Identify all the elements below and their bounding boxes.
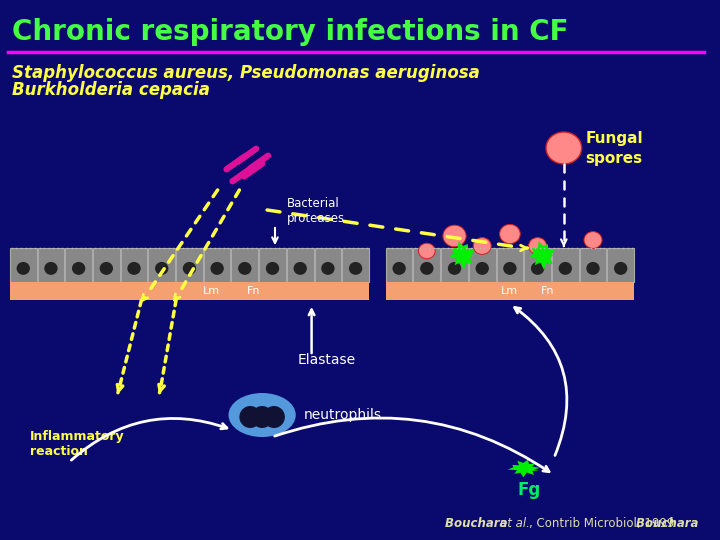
Ellipse shape <box>294 262 307 275</box>
Bar <box>93 248 120 282</box>
Text: Fn: Fn <box>541 286 554 296</box>
Bar <box>386 248 413 282</box>
Ellipse shape <box>473 238 491 254</box>
Ellipse shape <box>475 262 489 275</box>
Text: Lm: Lm <box>501 286 518 296</box>
Ellipse shape <box>210 262 224 275</box>
Text: Lm: Lm <box>202 286 220 296</box>
Ellipse shape <box>263 406 285 428</box>
Text: Fn: Fn <box>247 286 261 296</box>
Ellipse shape <box>349 262 362 275</box>
Ellipse shape <box>239 406 261 428</box>
Ellipse shape <box>584 232 602 248</box>
Polygon shape <box>449 241 474 270</box>
Ellipse shape <box>586 262 600 275</box>
Ellipse shape <box>183 262 196 275</box>
Ellipse shape <box>528 238 546 254</box>
Bar <box>524 248 551 282</box>
Bar <box>148 248 175 282</box>
Text: Fg: Fg <box>518 481 541 499</box>
Bar <box>10 282 369 300</box>
Ellipse shape <box>614 262 627 275</box>
Ellipse shape <box>392 262 406 275</box>
Bar <box>608 248 634 282</box>
Ellipse shape <box>155 262 168 275</box>
Bar <box>287 248 314 282</box>
Bar <box>176 248 203 282</box>
Text: Bouchara: Bouchara <box>445 517 512 530</box>
Bar <box>469 248 495 282</box>
Bar <box>552 248 579 282</box>
Text: Fungal: Fungal <box>585 131 643 145</box>
Text: Bacterial
proteases: Bacterial proteases <box>287 197 345 225</box>
Ellipse shape <box>266 262 279 275</box>
Ellipse shape <box>238 262 251 275</box>
Ellipse shape <box>559 262 572 275</box>
Ellipse shape <box>531 262 544 275</box>
Text: Staphylococcus aureus, Pseudomonas aeruginosa: Staphylococcus aureus, Pseudomonas aerug… <box>12 64 480 82</box>
Bar <box>413 248 440 282</box>
Bar <box>121 248 148 282</box>
Ellipse shape <box>420 262 433 275</box>
Bar <box>342 248 369 282</box>
Ellipse shape <box>443 225 466 247</box>
Polygon shape <box>508 460 540 477</box>
Bar <box>386 282 634 300</box>
Ellipse shape <box>17 262 30 275</box>
Text: et al.: et al. <box>500 517 529 530</box>
Ellipse shape <box>44 262 58 275</box>
Ellipse shape <box>321 262 335 275</box>
Bar <box>497 248 523 282</box>
Polygon shape <box>529 241 554 270</box>
Ellipse shape <box>127 262 140 275</box>
Text: Inflammatory
reaction: Inflammatory reaction <box>30 430 125 458</box>
Ellipse shape <box>99 262 113 275</box>
Bar <box>10 248 37 282</box>
Bar <box>315 248 341 282</box>
Text: Chronic respiratory infections in CF: Chronic respiratory infections in CF <box>12 18 568 46</box>
Bar <box>580 248 606 282</box>
Ellipse shape <box>418 243 435 259</box>
Ellipse shape <box>448 262 462 275</box>
Ellipse shape <box>228 393 296 437</box>
Text: Bouchara: Bouchara <box>636 517 702 530</box>
Ellipse shape <box>72 262 85 275</box>
Text: neutrophils: neutrophils <box>304 408 382 422</box>
Text: spores: spores <box>585 151 643 165</box>
Text: , Contrib Microbiol, 1999: , Contrib Microbiol, 1999 <box>529 517 675 530</box>
Text: Burkholderia cepacia: Burkholderia cepacia <box>12 81 210 99</box>
Ellipse shape <box>251 406 273 428</box>
Bar <box>204 248 230 282</box>
Ellipse shape <box>546 132 582 164</box>
Bar <box>37 248 64 282</box>
Bar <box>441 248 468 282</box>
Bar <box>231 248 258 282</box>
Text: Elastase: Elastase <box>297 353 356 367</box>
Bar <box>66 248 92 282</box>
Ellipse shape <box>500 225 521 244</box>
Ellipse shape <box>503 262 516 275</box>
Bar <box>259 248 286 282</box>
